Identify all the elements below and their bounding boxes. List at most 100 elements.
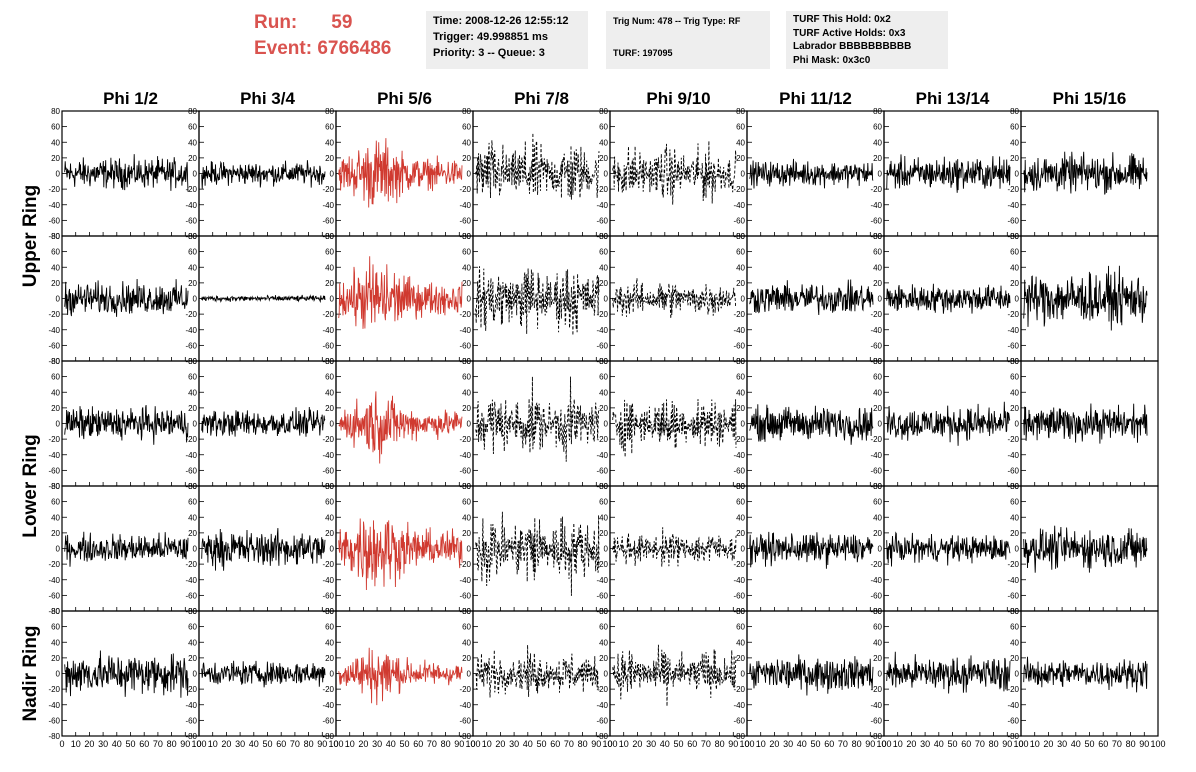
y-tick-label: 0 <box>604 420 609 429</box>
x-tick-label: 80 <box>1126 739 1136 749</box>
waveform-line <box>612 278 737 319</box>
x-tick-label: 100 <box>876 739 891 749</box>
y-tick-label: 20 <box>51 529 60 538</box>
y-tick-label: 40 <box>325 638 334 647</box>
y-tick-label: 20 <box>599 529 608 538</box>
y-tick-label: -40 <box>733 201 745 210</box>
y-tick-label: -40 <box>185 326 197 335</box>
column-title: Phi 3/4 <box>240 89 295 108</box>
y-tick-label: 20 <box>873 529 882 538</box>
waveform-line <box>1023 525 1148 573</box>
y-tick-label: 80 <box>325 357 334 366</box>
event-label: Event: <box>254 38 313 59</box>
y-tick-label: 40 <box>873 513 882 522</box>
x-tick-label: 40 <box>1071 739 1081 749</box>
y-tick-label: 0 <box>193 170 198 179</box>
y-tick-label: 0 <box>330 170 335 179</box>
y-tick-label: -60 <box>596 591 608 600</box>
y-tick-label: -20 <box>185 685 197 694</box>
y-tick-label: -20 <box>322 310 334 319</box>
x-tick-label: 20 <box>769 739 779 749</box>
waveform-line <box>338 391 463 464</box>
y-tick-label: -80 <box>48 357 60 366</box>
y-tick-label: 40 <box>599 138 608 147</box>
x-tick-label: 90 <box>591 739 601 749</box>
y-tick-label: -80 <box>322 732 334 741</box>
y-tick-label: 40 <box>873 388 882 397</box>
y-tick-label: 60 <box>325 123 334 132</box>
y-tick-label: 60 <box>1010 498 1019 507</box>
x-tick-label: 20 <box>221 739 231 749</box>
y-tick-label: -40 <box>1007 701 1019 710</box>
y-tick-label: -60 <box>459 341 471 350</box>
column-title: Phi 9/10 <box>646 89 710 108</box>
y-tick-label: 60 <box>188 248 197 257</box>
x-tick-label: 90 <box>728 739 738 749</box>
y-tick-label: 80 <box>188 607 197 616</box>
y-tick-label: -40 <box>185 201 197 210</box>
x-tick-label: 60 <box>687 739 697 749</box>
y-tick-label: 0 <box>1015 545 1020 554</box>
waveform-line <box>886 283 1011 314</box>
y-tick-label: -80 <box>48 232 60 241</box>
y-tick-label: 80 <box>736 482 745 491</box>
y-tick-label: 80 <box>51 357 60 366</box>
waveform-line <box>201 160 326 189</box>
y-tick-label: 0 <box>56 295 61 304</box>
column-title: Phi 7/8 <box>514 89 569 108</box>
y-tick-label: -20 <box>870 185 882 194</box>
x-tick-label: 70 <box>1112 739 1122 749</box>
y-tick-label: 60 <box>51 248 60 257</box>
y-tick-label: 0 <box>604 295 609 304</box>
y-tick-label: 40 <box>1010 638 1019 647</box>
y-tick-label: -60 <box>459 716 471 725</box>
y-tick-label: -40 <box>322 201 334 210</box>
y-tick-label: 20 <box>873 404 882 413</box>
row-title: Upper Ring <box>20 185 41 287</box>
y-tick-label: -40 <box>870 201 882 210</box>
y-tick-label: 80 <box>51 232 60 241</box>
y-tick-label: 20 <box>51 154 60 163</box>
y-tick-label: -40 <box>733 326 745 335</box>
y-tick-label: 40 <box>188 513 197 522</box>
waveform-line <box>64 531 189 567</box>
x-tick-label: 90 <box>1139 739 1149 749</box>
y-tick-label: -20 <box>870 310 882 319</box>
y-tick-label: -60 <box>48 466 60 475</box>
y-tick-label: -20 <box>1007 435 1019 444</box>
y-tick-label: 0 <box>741 420 746 429</box>
y-tick-label: 0 <box>878 670 883 679</box>
y-tick-label: -20 <box>733 185 745 194</box>
y-tick-label: 20 <box>1010 404 1019 413</box>
y-tick-label: -20 <box>459 310 471 319</box>
event-value: 6766486 <box>317 38 392 59</box>
waveform-line <box>475 376 600 462</box>
y-tick-label: -60 <box>48 216 60 225</box>
y-tick-label: -40 <box>322 451 334 460</box>
waveform-line <box>475 266 600 336</box>
y-tick-label: 0 <box>56 170 61 179</box>
y-tick-label: -20 <box>322 185 334 194</box>
waveform-line <box>749 654 874 696</box>
y-tick-label: -20 <box>596 310 608 319</box>
x-tick-label: 10 <box>1030 739 1040 749</box>
y-tick-label: -60 <box>596 341 608 350</box>
x-tick-label: 80 <box>852 739 862 749</box>
x-tick-label: 30 <box>235 739 245 749</box>
y-tick-label: 40 <box>188 638 197 647</box>
y-tick-label: -40 <box>48 326 60 335</box>
y-tick-label: -20 <box>48 185 60 194</box>
y-tick-label: -80 <box>596 732 608 741</box>
waveform-line <box>201 528 326 571</box>
y-tick-label: 60 <box>736 248 745 257</box>
x-tick-label: 60 <box>139 739 149 749</box>
waveform-line <box>886 651 1011 694</box>
y-tick-label: 0 <box>467 420 472 429</box>
column-title: Phi 13/14 <box>916 89 990 108</box>
y-tick-label: -60 <box>870 466 882 475</box>
y-tick-label: -60 <box>870 341 882 350</box>
y-tick-label: -20 <box>185 560 197 569</box>
y-tick-label: 80 <box>462 107 471 116</box>
time-line: Time: 2008-12-26 12:55:12 <box>433 15 569 27</box>
column-title: Phi 5/6 <box>377 89 432 108</box>
